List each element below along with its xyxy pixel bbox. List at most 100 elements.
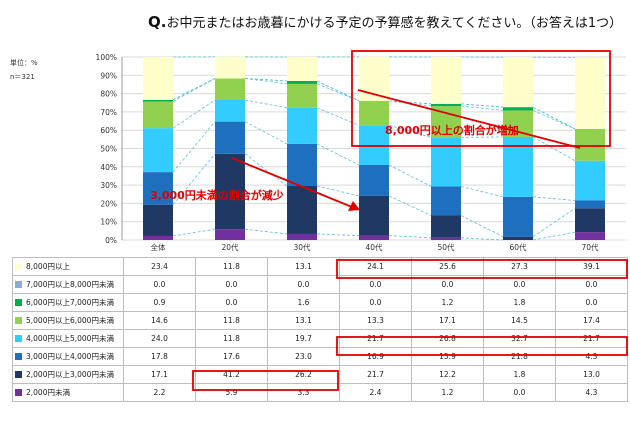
- bar-segment: [431, 237, 461, 240]
- data-label: 17.6: [195, 347, 268, 366]
- data-label: 0.0: [483, 383, 556, 402]
- connector-line: [172, 228, 216, 237]
- bar-segment: [215, 100, 245, 122]
- x-tick-label: 60代: [509, 242, 527, 252]
- data-label: 0.0: [483, 275, 556, 294]
- data-label: 0.0: [195, 275, 268, 294]
- data-label: 2.2: [123, 383, 196, 402]
- x-tick-label: 20代: [221, 242, 239, 252]
- bar-segment: [287, 57, 317, 81]
- data-label: 1.2: [411, 293, 484, 312]
- data-label: 14.5: [483, 311, 556, 330]
- x-tick-label: 40代: [365, 242, 383, 252]
- y-tick-label: 40%: [100, 163, 117, 172]
- data-label: 21.7: [555, 329, 628, 348]
- bar-segment: [575, 208, 605, 233]
- series-connectors: [172, 56, 576, 241]
- connector-line: [244, 121, 288, 145]
- connector-line: [316, 80, 360, 102]
- bar-segment: [143, 57, 173, 100]
- data-label: 21.8: [483, 347, 556, 366]
- data-label: 11.8: [195, 257, 268, 276]
- x-tick-label: 50代: [437, 242, 455, 252]
- connector-line: [460, 105, 504, 111]
- question-mark: Q.: [148, 13, 167, 31]
- y-tick-label: 10%: [100, 218, 117, 227]
- bar-segment: [143, 101, 173, 129]
- bar-segment: [287, 83, 317, 108]
- bar-segment: [287, 186, 317, 234]
- table-row: 2,000円以上3,000円未満 17.1 41.2 26.2 21.7 12.2 1.8 1…: [12, 365, 628, 384]
- table-row: 5,000円以上6,000円未満 14.6 11.8 13.1 13.3 17.1 14.5…: [12, 311, 628, 330]
- data-label: 1.6: [267, 293, 340, 312]
- data-label: 1.2: [411, 383, 484, 402]
- bar-segment: [575, 160, 605, 201]
- bar-segment: [359, 195, 389, 236]
- legend-swatch: [15, 299, 22, 306]
- bar-segment: [287, 80, 317, 84]
- bar-segment: [503, 196, 533, 237]
- highlight-box: [351, 50, 611, 147]
- annotation-increase: 8,000円以上の割合が増加: [385, 123, 519, 137]
- data-label: 4.3: [555, 383, 628, 402]
- legend-swatch: [15, 317, 22, 324]
- series-label-cell: 2,000円未満: [12, 383, 124, 402]
- bar-segment: [503, 57, 533, 108]
- table-row: 3,000円以上4,000円未満 17.8 17.6 23.0 16.9 15.9 21.8…: [12, 347, 628, 366]
- connector-line: [244, 228, 288, 235]
- y-tick-label: 20%: [100, 199, 117, 208]
- bar-segment: [287, 107, 317, 144]
- connector-line: [172, 78, 216, 101]
- series-name: 6,000円以上7,000円未満: [26, 298, 114, 307]
- data-label: 23.4: [123, 257, 196, 276]
- connector-line: [316, 233, 360, 237]
- bar-segment: [431, 186, 461, 216]
- bar-segment: [143, 204, 173, 236]
- unit-label: 単位：%: [10, 59, 38, 67]
- data-label: 25.6: [411, 257, 484, 276]
- data-label: 5.9: [195, 383, 268, 402]
- y-tick-label: 80%: [100, 90, 117, 99]
- connector-line: [388, 195, 432, 216]
- bar-segment: [431, 103, 461, 107]
- series-name: 4,000円以上5,000円未満: [26, 334, 114, 343]
- connector-line: [244, 153, 288, 187]
- legend-swatch: [15, 389, 22, 396]
- connector-line: [244, 78, 288, 82]
- data-label: 3.3: [267, 383, 340, 402]
- connector-line: [172, 99, 216, 129]
- series-label-cell: 8,000円以上: [12, 257, 124, 276]
- connector-line: [532, 136, 576, 162]
- connector-line: [244, 78, 288, 85]
- x-tick-label: 全体: [151, 242, 166, 252]
- y-tick-label: 70%: [100, 108, 117, 117]
- legend-swatch: [15, 353, 22, 360]
- data-label: 0.0: [555, 293, 628, 312]
- y-tick-label: 50%: [100, 145, 117, 154]
- data-label: 23.0: [267, 347, 340, 366]
- bar-segment: [503, 107, 533, 111]
- connector-line: [316, 185, 360, 197]
- table-row: 2,000円未満 2.2 5.9 3.3 2.4 1.2 0.0 4.3: [12, 383, 628, 402]
- connector-line: [460, 215, 504, 238]
- bar-segment: [359, 235, 389, 240]
- trend-arrow-3000-head: [348, 201, 360, 211]
- series-name: 2,000円未満: [26, 388, 70, 397]
- connector-line: [388, 164, 432, 187]
- series-label-cell: 7,000円以上8,000円未満: [12, 275, 124, 294]
- data-label: 0.0: [123, 275, 196, 294]
- connector-line: [532, 231, 576, 241]
- connector-line: [460, 103, 504, 108]
- legend-swatch: [15, 263, 22, 270]
- data-label: 2.4: [339, 383, 412, 402]
- connector-line: [172, 78, 216, 102]
- data-label: 11.8: [195, 311, 268, 330]
- y-tick-label: 100%: [96, 53, 117, 62]
- data-label: 0.0: [267, 275, 340, 294]
- data-label: 13.3: [339, 311, 412, 330]
- data-label: 12.2: [411, 365, 484, 384]
- data-label: 0.0: [339, 275, 412, 294]
- x-tick-label: 70代: [581, 242, 599, 252]
- legend-swatch: [15, 371, 22, 378]
- series-name: 5,000円以上6,000円未満: [26, 316, 114, 325]
